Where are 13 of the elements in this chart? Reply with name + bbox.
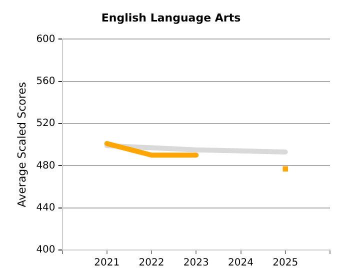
x-tick-label: 2025 [272,258,298,269]
x-tick-label: 2023 [183,258,209,269]
y-axis-title: Average Scaled Scores [15,82,28,208]
y-tick-label: 400 [36,244,56,256]
y-tick-label: 520 [36,118,56,130]
x-tick-label: 2021 [94,258,120,269]
y-tick-label: 440 [36,202,56,214]
x-tick-label: 2024 [228,258,254,269]
y-tick-label: 480 [36,160,56,172]
chart-title: English Language Arts [101,11,242,24]
y-tick-label: 600 [36,34,56,45]
y-tick-label: 560 [36,76,56,87]
x-tick-label: 2022 [138,258,164,269]
